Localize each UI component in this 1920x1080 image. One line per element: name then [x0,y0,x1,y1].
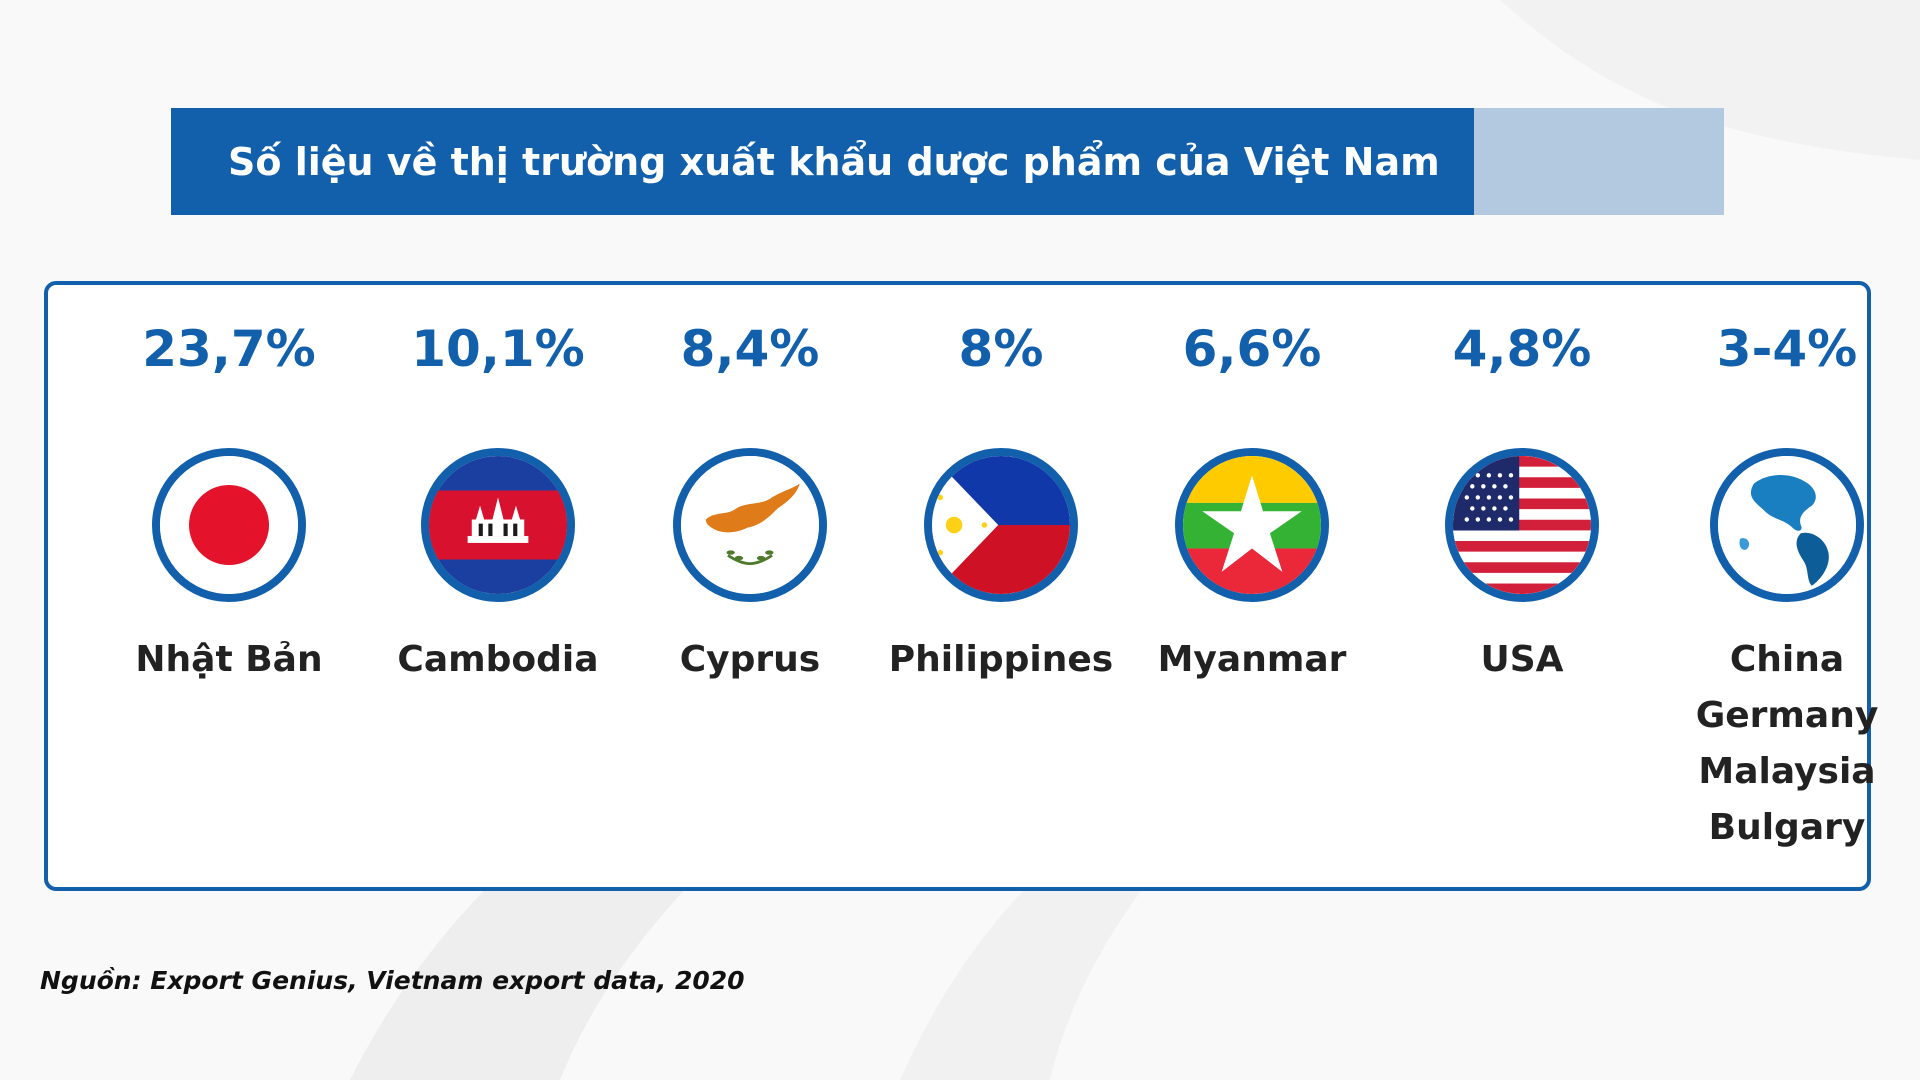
usa-flag-icon [1445,448,1599,602]
market-percent: 4,8% [1452,320,1592,378]
market-percent: 3-4% [1716,320,1858,378]
market-percent: 8,4% [680,320,820,378]
japan-flag-icon [152,448,306,602]
philippines-flag-icon [924,448,1078,602]
market-name: Cyprus [679,639,821,680]
market-name: Malaysia [1698,751,1876,792]
market-name: Myanmar [1157,639,1347,680]
title-banner-main: Số liệu về thị trường xuất khẩu dược phẩ… [171,108,1474,215]
market-name: China [1729,639,1845,680]
market-name: Philippines [888,639,1114,680]
page-title: Số liệu về thị trường xuất khẩu dược phẩ… [228,139,1440,184]
market-name: Germany [1695,695,1879,736]
market-name: Bulgary [1708,807,1866,848]
market-percent: 10,1% [411,320,585,378]
globe-icon [1710,448,1864,602]
market-name: Nhật Bản [135,639,323,680]
market-percent: 6,6% [1182,320,1322,378]
title-banner: Số liệu về thị trường xuất khẩu dược phẩ… [171,108,1724,215]
market-percent: 8% [958,320,1044,378]
market-name: Cambodia [397,639,599,680]
myanmar-flag-icon [1175,448,1329,602]
source-note: Nguồn: Export Genius, Vietnam export dat… [40,966,745,995]
cambodia-flag-icon [421,448,575,602]
markets-panel: 23,7% Nhật Bản 10,1% [44,281,1878,891]
cyprus-flag-icon [673,448,827,602]
market-name: USA [1480,639,1564,680]
market-percent: 23,7% [142,320,316,378]
